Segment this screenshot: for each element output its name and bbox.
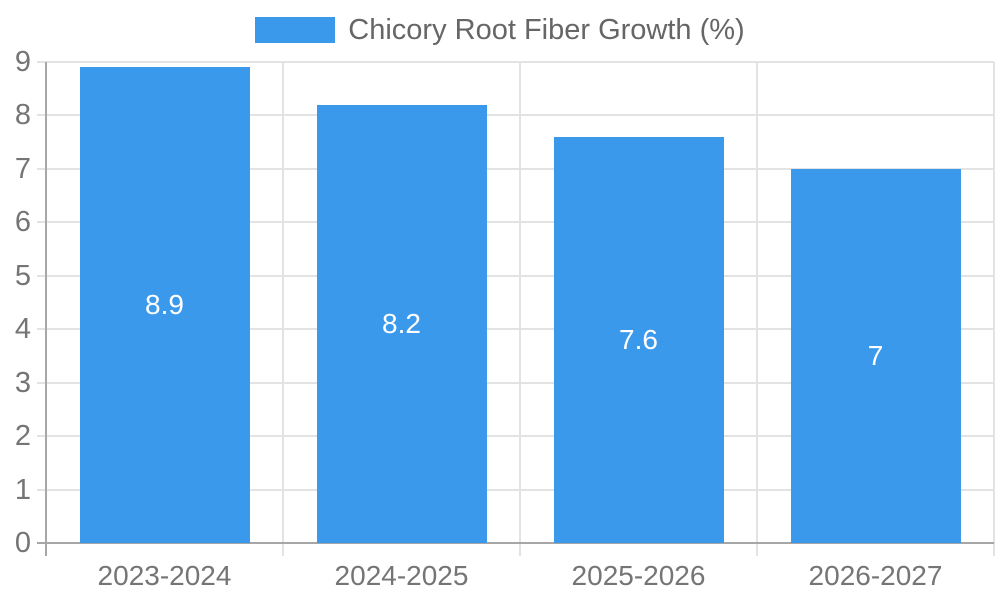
x-tick-label: 2024-2025 (334, 560, 469, 591)
y-tick-label: 3 (14, 366, 31, 399)
x-tick-label: 2026-2027 (808, 560, 943, 591)
x-grid-line (993, 62, 995, 556)
bar-value-label: 8.9 (145, 289, 184, 321)
y-tick-label: 5 (14, 259, 31, 292)
x-tick-label: 2023-2024 (97, 560, 232, 591)
bar-value-label: 7 (867, 339, 884, 371)
y-tick-label: 4 (14, 313, 31, 346)
y-grid-line (37, 381, 994, 384)
y-grid-line (37, 221, 994, 224)
x-tick-label: 2025-2026 (571, 560, 706, 591)
x-axis-line (37, 542, 994, 544)
y-tick-label: 1 (14, 473, 31, 506)
bar-value-label: 7.6 (619, 323, 658, 355)
y-grid-line (37, 328, 994, 331)
bar-value-label: 8.2 (382, 307, 421, 339)
y-grid-line (37, 61, 994, 63)
y-tick-label: 7 (14, 152, 31, 185)
y-grid-line (37, 488, 994, 491)
y-tick-label: 2 (14, 420, 31, 453)
legend[interactable]: Chicory Root Fiber Growth (%) (0, 14, 1000, 46)
y-tick-label: 6 (14, 206, 31, 239)
y-tick-label: 0 (14, 527, 31, 559)
x-grid-line (282, 62, 284, 556)
y-grid-line (37, 435, 994, 438)
y-axis-line (45, 62, 47, 556)
bar[interactable] (790, 168, 961, 543)
y-grid-line (37, 274, 994, 277)
bar[interactable] (316, 104, 487, 543)
y-grid-line (37, 114, 994, 117)
y-tick-label: 8 (14, 99, 31, 132)
x-grid-line (756, 62, 758, 556)
y-grid-line (37, 167, 994, 170)
y-tick-label: 9 (14, 46, 31, 78)
legend-label: Chicory Root Fiber Growth (%) (348, 14, 745, 46)
bar[interactable] (79, 67, 250, 543)
x-grid-line (519, 62, 521, 556)
legend-swatch (255, 17, 336, 43)
bar[interactable] (553, 136, 724, 543)
